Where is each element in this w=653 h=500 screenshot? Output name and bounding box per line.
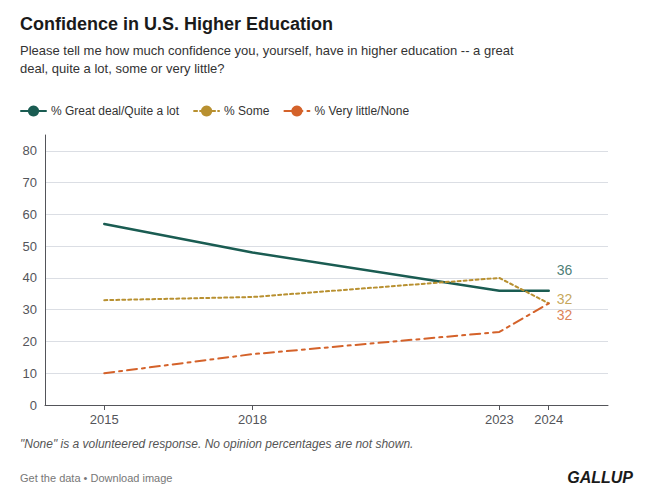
svg-text:"None" is a volunteered respon: "None" is a volunteered response. No opi… [20, 437, 413, 451]
svg-text:% Great deal/Quite a lot: % Great deal/Quite a lot [51, 104, 180, 118]
svg-text:% Some: % Some [224, 104, 270, 118]
svg-text:70: 70 [23, 175, 37, 190]
svg-text:2015: 2015 [90, 412, 119, 427]
svg-text:80: 80 [23, 143, 37, 158]
svg-text:2018: 2018 [238, 412, 267, 427]
svg-text:60: 60 [23, 207, 37, 222]
svg-text:% Very little/None: % Very little/None [314, 104, 409, 118]
svg-text:Please tell me how much confid: Please tell me how much confidence you, … [20, 43, 514, 58]
svg-text:36: 36 [557, 262, 573, 278]
svg-text:GALLUP: GALLUP [567, 469, 633, 486]
svg-text:0: 0 [30, 398, 37, 413]
svg-text:32: 32 [557, 307, 573, 323]
svg-text:40: 40 [23, 270, 37, 285]
svg-text:deal, quite a lot, some or ver: deal, quite a lot, some or very little? [20, 61, 225, 76]
svg-text:50: 50 [23, 239, 37, 254]
svg-text:30: 30 [23, 302, 37, 317]
svg-text:2024: 2024 [534, 412, 563, 427]
svg-text:20: 20 [23, 334, 37, 349]
svg-text:Get the data • Download image: Get the data • Download image [20, 472, 172, 484]
svg-text:Confidence in U.S. Higher Educ: Confidence in U.S. Higher Education [20, 14, 333, 34]
svg-text:32: 32 [557, 291, 573, 307]
svg-text:2023: 2023 [485, 412, 514, 427]
svg-text:10: 10 [23, 366, 37, 381]
